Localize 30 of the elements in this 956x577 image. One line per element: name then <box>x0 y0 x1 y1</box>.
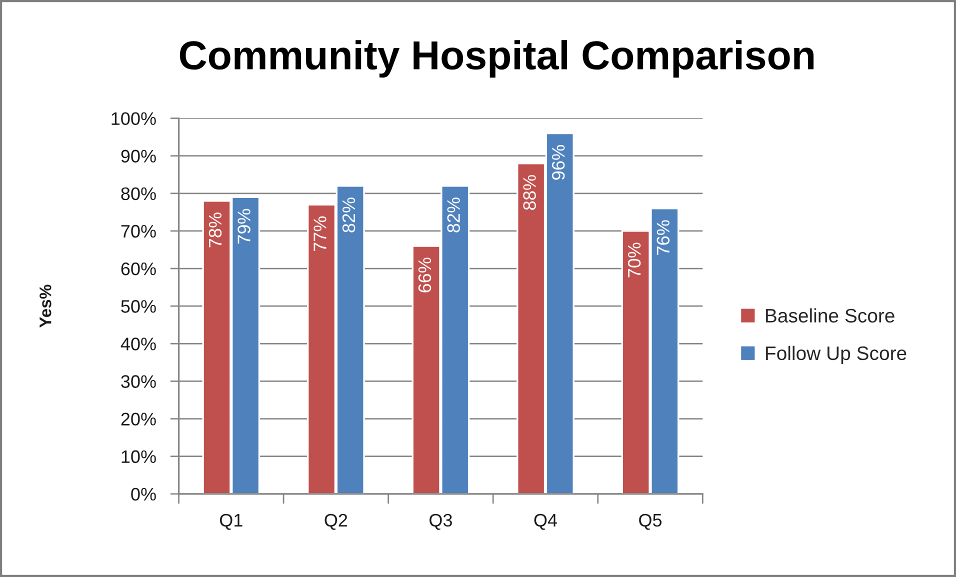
data-label: 82% <box>342 198 356 232</box>
y-tick-label: 70% <box>121 224 156 238</box>
data-label: 82% <box>447 198 460 232</box>
y-tick-label: 10% <box>122 450 156 464</box>
y-tick-label: 60% <box>121 262 156 276</box>
y-tick-label: 40% <box>120 338 156 350</box>
x-tick-label: Q4 <box>534 514 558 530</box>
data-label: 79% <box>238 208 250 244</box>
chart-title: Community Hospital Comparison <box>180 40 814 78</box>
legend-label: Follow Up Score <box>766 346 906 364</box>
y-tick-label: 80% <box>121 187 156 200</box>
y-tick-label: 30% <box>121 375 156 388</box>
x-tick-label: Q1 <box>220 514 242 530</box>
data-label: 70% <box>628 242 641 278</box>
data-label: 76% <box>656 220 670 255</box>
data-label: 88% <box>523 175 536 210</box>
data-label: 77% <box>314 216 326 251</box>
y-axis-title: Yes% <box>40 284 52 328</box>
y-tick-label: 20% <box>121 412 156 426</box>
y-tick-label: 90% <box>121 150 156 163</box>
data-label: 96% <box>552 145 565 180</box>
x-tick-label: Q3 <box>430 514 452 530</box>
x-tick-label: Q5 <box>639 514 662 530</box>
x-tick-label: Q2 <box>324 514 348 530</box>
y-tick-label: 100% <box>112 112 156 126</box>
legend-label: Baseline Score <box>766 308 894 323</box>
y-tick-label: 0% <box>131 488 156 501</box>
data-label: 66% <box>418 258 432 292</box>
y-tick-label: 50% <box>121 300 156 313</box>
data-label: 78% <box>208 212 222 248</box>
